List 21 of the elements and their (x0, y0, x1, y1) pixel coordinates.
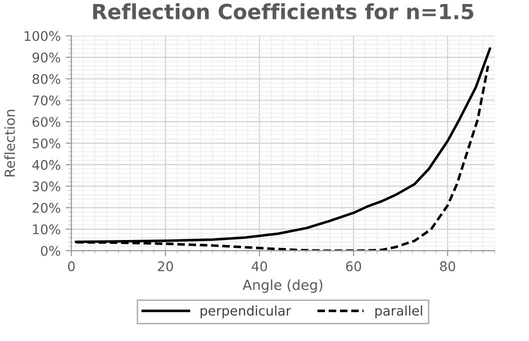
y-tick-label: 0% (40, 246, 60, 256)
x-tick-label: 60 (346, 261, 362, 272)
x-tick-label: 80 (440, 261, 456, 272)
chart-title: Reflection Coefficients for n=1.5 (93, 3, 474, 20)
legend-label: perpendicular (200, 305, 292, 318)
y-tick-label: 70% (32, 95, 60, 106)
x-axis-title: Angle (deg) (242, 279, 322, 293)
y-tick-label: 60% (32, 116, 60, 127)
y-tick-label: 80% (32, 74, 60, 84)
y-tick-label: 50% (32, 138, 60, 148)
x-tick-label: 40 (252, 261, 268, 272)
y-tick-label: 20% (32, 202, 60, 213)
x-tick-label: 20 (158, 261, 173, 272)
legend-label: parallel (375, 305, 422, 318)
y-tick-label: 100% (24, 31, 60, 42)
y-tick-label: 90% (32, 52, 60, 62)
y-tick-label: 40% (32, 160, 60, 170)
y-tick-label: 10% (33, 224, 60, 234)
y-tick-label: 30% (32, 181, 60, 192)
x-tick-label: 0 (68, 261, 75, 272)
y-axis-title: Reflection (4, 110, 16, 176)
